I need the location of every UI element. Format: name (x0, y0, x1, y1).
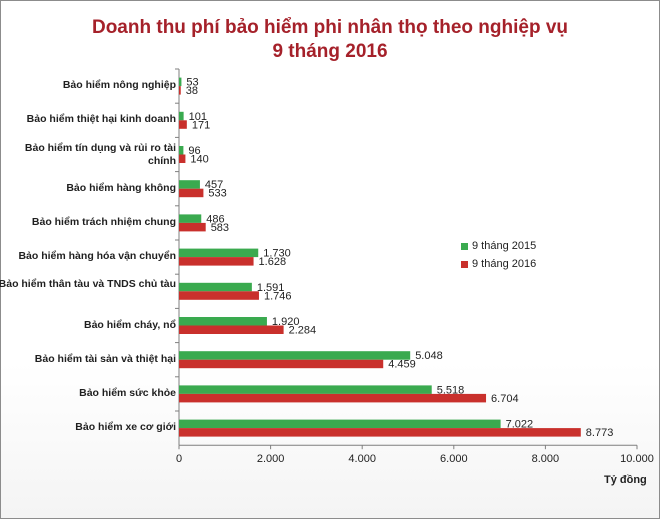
category-label: Bảo hiểm nông nghiệp (62, 79, 176, 92)
data-label-2015: 7.022 (506, 419, 534, 431)
legend-label-2015: 9 tháng 2015 (472, 240, 537, 252)
category-label: Bảo hiểm sức khỏe (79, 386, 176, 399)
legend-item-2016: 9 tháng 2016 (461, 258, 536, 270)
bar-2016 (179, 188, 204, 198)
x-tick-label: 4.000 (348, 453, 376, 465)
data-label-2016: 1.628 (259, 256, 287, 268)
bar-2015 (179, 146, 184, 155)
category-label: Bảo hiểm cháy, nổ (84, 318, 176, 331)
category-label: Bảo hiểm tín dụng và rủi ro tài chính (24, 141, 176, 167)
legend-item-2015: 9 tháng 2015 (461, 240, 536, 252)
x-tick-label: 6.000 (440, 453, 468, 465)
data-label-2015: 5.048 (415, 350, 443, 362)
legend-label-2016: 9 tháng 2016 (472, 258, 537, 270)
bar-2016 (179, 86, 181, 95)
bar-2015 (179, 214, 202, 223)
x-tick-label: 0 (176, 453, 182, 465)
bar-2015 (179, 317, 267, 326)
x-tick-label: 10.000 (620, 453, 654, 465)
bar-2015 (179, 351, 411, 360)
bar-2015 (179, 282, 252, 292)
chart-title-line-2: 9 tháng 2016 (272, 41, 388, 62)
data-label-2015: 1.920 (272, 316, 300, 328)
x-tick-label: 8.000 (532, 453, 560, 465)
data-label-2016: 1.746 (264, 290, 292, 302)
category-label: Bảo hiểm hàng không (66, 181, 176, 194)
data-label-2015: 101 (189, 111, 207, 123)
bar-2015 (179, 248, 259, 258)
data-label-2015: 1.591 (257, 282, 285, 294)
bar-2016 (179, 325, 284, 334)
category-label: Bảo hiểm trách nhiệm chung (31, 215, 176, 228)
data-label-2016: 6.704 (491, 393, 519, 405)
x-tick-label: 2.000 (257, 453, 285, 465)
bar-2015 (179, 385, 432, 394)
bar-2015 (179, 180, 200, 189)
bar-2016 (179, 291, 259, 300)
data-label-2016: 8.773 (586, 427, 614, 439)
chart-title: Doanh thu phí bảo hiểm phi nhân thọ theo… (0, 16, 660, 64)
data-label-2016: 140 (190, 154, 208, 166)
category-label: Bảo hiểm hàng hóa vận chuyển (18, 250, 176, 263)
category-label: Bảo hiểm xe cơ giới (75, 421, 176, 434)
category-label: Bảo hiểm thân tàu và TNDS chủ tàu (0, 278, 176, 291)
data-label-2015: 1.730 (263, 248, 291, 260)
legend-swatch-2015 (461, 242, 468, 250)
x-axis-unit-label: Tỷ đồng (604, 474, 647, 486)
data-label-2016: 583 (211, 222, 229, 234)
data-label-2016: 4.459 (388, 359, 416, 371)
data-label-2015: 486 (206, 213, 224, 225)
bar-2016 (179, 154, 186, 163)
bar-2016 (179, 222, 206, 232)
data-label-2016: 38 (186, 85, 198, 97)
data-label-2015: 96 (188, 145, 200, 157)
bar-2015 (179, 111, 184, 121)
data-label-2015: 53 (186, 77, 198, 89)
data-label-2016: 171 (192, 119, 210, 131)
bar-2016 (179, 120, 187, 129)
category-label: Bảo hiểm tài sản và thiệt hại (34, 352, 176, 365)
chart-title-line-1: Doanh thu phí bảo hiểm phi nhân thọ theo… (91, 17, 568, 38)
bar-2015 (179, 419, 501, 429)
legend-swatch-2016 (461, 260, 468, 268)
category-label: Bảo hiểm thiệt hại kinh doanh (26, 113, 176, 126)
data-label-2016: 533 (208, 188, 226, 200)
bar-2016 (179, 393, 487, 403)
bar-2016 (179, 359, 384, 369)
data-label-2015: 457 (205, 179, 223, 191)
bar-2016 (179, 428, 581, 437)
data-label-2016: 2.284 (289, 325, 317, 337)
bar-2016 (179, 257, 254, 266)
data-label-2015: 5.518 (437, 384, 465, 396)
bar-2015 (179, 77, 182, 87)
